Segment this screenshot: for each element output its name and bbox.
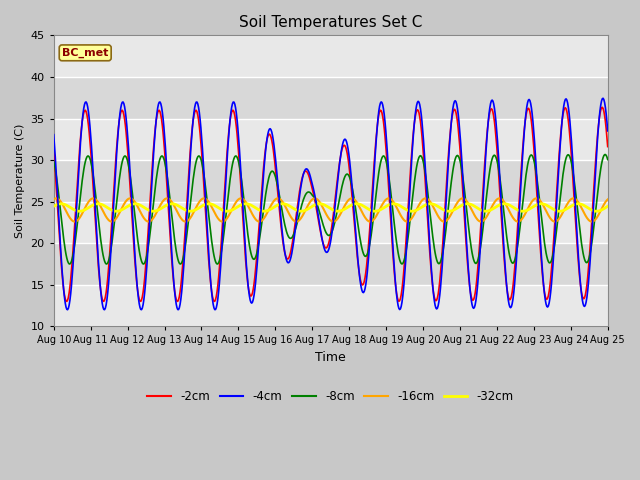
Bar	[54, 243, 608, 285]
Legend: -2cm, -4cm, -8cm, -16cm, -32cm: -2cm, -4cm, -8cm, -16cm, -32cm	[143, 385, 518, 408]
Bar	[54, 202, 608, 243]
Bar	[54, 119, 608, 160]
Text: BC_met: BC_met	[62, 48, 108, 58]
Bar	[54, 285, 608, 326]
Bar	[54, 77, 608, 119]
Title: Soil Temperatures Set C: Soil Temperatures Set C	[239, 15, 422, 30]
Bar	[54, 36, 608, 77]
X-axis label: Time: Time	[316, 351, 346, 364]
Y-axis label: Soil Temperature (C): Soil Temperature (C)	[15, 124, 25, 238]
Bar	[54, 160, 608, 202]
